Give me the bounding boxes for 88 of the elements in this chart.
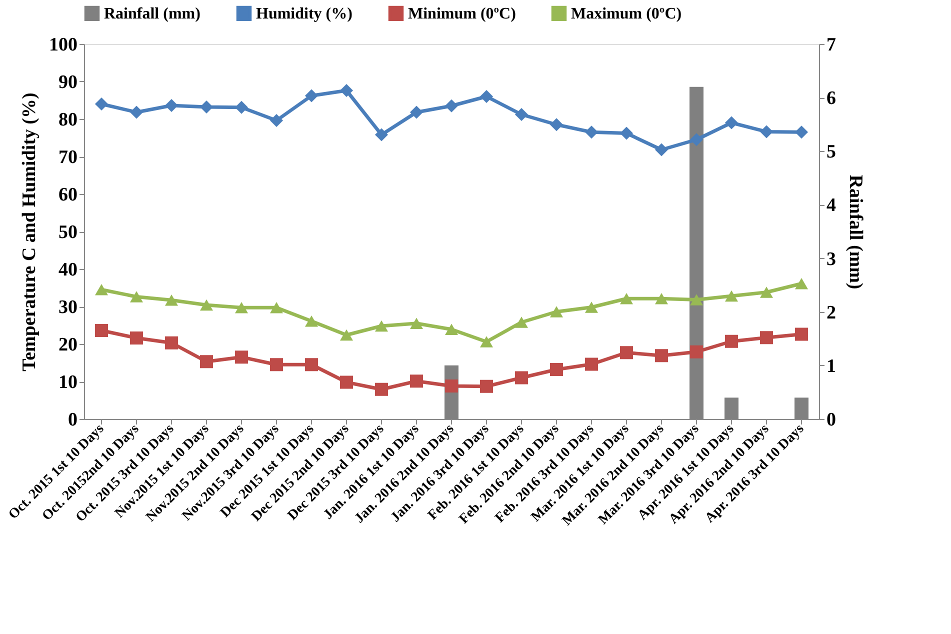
point — [760, 331, 774, 344]
point — [794, 328, 808, 341]
point — [690, 294, 704, 306]
point — [94, 284, 108, 296]
point — [270, 114, 284, 128]
y-tick-label: 70 — [58, 147, 78, 168]
y2-tick-label: 0 — [826, 410, 836, 430]
point — [410, 318, 424, 330]
point — [340, 376, 354, 389]
point — [130, 331, 144, 345]
y-axis-title: Temperature C and Humidity (%) — [19, 92, 40, 372]
point — [130, 106, 144, 119]
point — [200, 299, 214, 311]
point — [620, 346, 634, 360]
y-tick-label: 50 — [58, 222, 78, 243]
y2-tick-label: 6 — [826, 88, 836, 110]
point — [304, 315, 318, 327]
point — [234, 100, 248, 114]
y-tick-label: 40 — [58, 260, 78, 280]
point — [94, 324, 108, 338]
y2-tick-label: 1 — [826, 356, 836, 377]
point — [550, 118, 564, 132]
point — [724, 334, 738, 348]
point — [164, 98, 178, 112]
y-tick-label: 90 — [58, 72, 78, 93]
point — [550, 362, 564, 376]
y2-axis-title: Rainfall (mm) — [845, 174, 866, 290]
y-tick-label: 80 — [58, 110, 78, 130]
point — [444, 379, 458, 393]
legend-label: Minimum (0ºC) — [408, 5, 516, 22]
y2-tick-label: 2 — [826, 302, 836, 324]
point — [794, 278, 808, 290]
y2-tick-label: 5 — [826, 142, 836, 163]
point — [94, 97, 108, 111]
point — [304, 358, 318, 372]
point — [480, 380, 494, 393]
point — [444, 324, 458, 336]
legend-label: Maximum (0ºC) — [571, 5, 682, 22]
point — [200, 100, 214, 114]
legend-label: Rainfall (mm) — [104, 5, 200, 22]
point — [374, 128, 388, 142]
point — [654, 292, 668, 304]
y-tick-label: 100 — [49, 34, 78, 56]
y-tick-label: 30 — [58, 297, 78, 318]
point — [480, 90, 494, 104]
point — [760, 286, 774, 298]
y-tick-label: 20 — [58, 334, 78, 356]
point — [410, 374, 424, 388]
y2-tick-label: 3 — [826, 248, 836, 270]
point — [200, 355, 214, 368]
point — [724, 290, 738, 302]
legend-label: Humidity (%) — [256, 5, 352, 22]
point — [234, 302, 248, 314]
point — [584, 302, 598, 313]
point — [654, 143, 668, 156]
point — [164, 294, 178, 306]
point — [164, 336, 178, 350]
point — [584, 358, 598, 371]
y2-tick-label: 7 — [826, 34, 836, 56]
y2-tick-label: 4 — [826, 195, 836, 216]
point — [480, 336, 494, 348]
point — [514, 108, 528, 122]
point — [654, 349, 668, 362]
point — [130, 291, 144, 302]
point — [444, 99, 458, 112]
point — [550, 306, 564, 318]
point — [374, 382, 388, 396]
point — [514, 371, 528, 384]
point — [410, 106, 424, 119]
point — [270, 302, 284, 314]
point — [234, 350, 248, 364]
y-tick-label: 0 — [68, 410, 78, 430]
point — [690, 345, 704, 358]
y-tick-label: 60 — [58, 184, 78, 206]
point — [724, 116, 738, 130]
point — [270, 358, 284, 372]
point — [690, 133, 704, 146]
point — [620, 292, 634, 304]
y-tick-label: 10 — [58, 372, 78, 393]
point — [514, 316, 528, 328]
point — [304, 89, 318, 102]
point — [620, 126, 634, 140]
point — [340, 329, 354, 341]
point — [760, 125, 774, 138]
point — [374, 320, 388, 332]
point — [584, 126, 598, 139]
point — [340, 84, 354, 98]
point — [794, 126, 808, 139]
